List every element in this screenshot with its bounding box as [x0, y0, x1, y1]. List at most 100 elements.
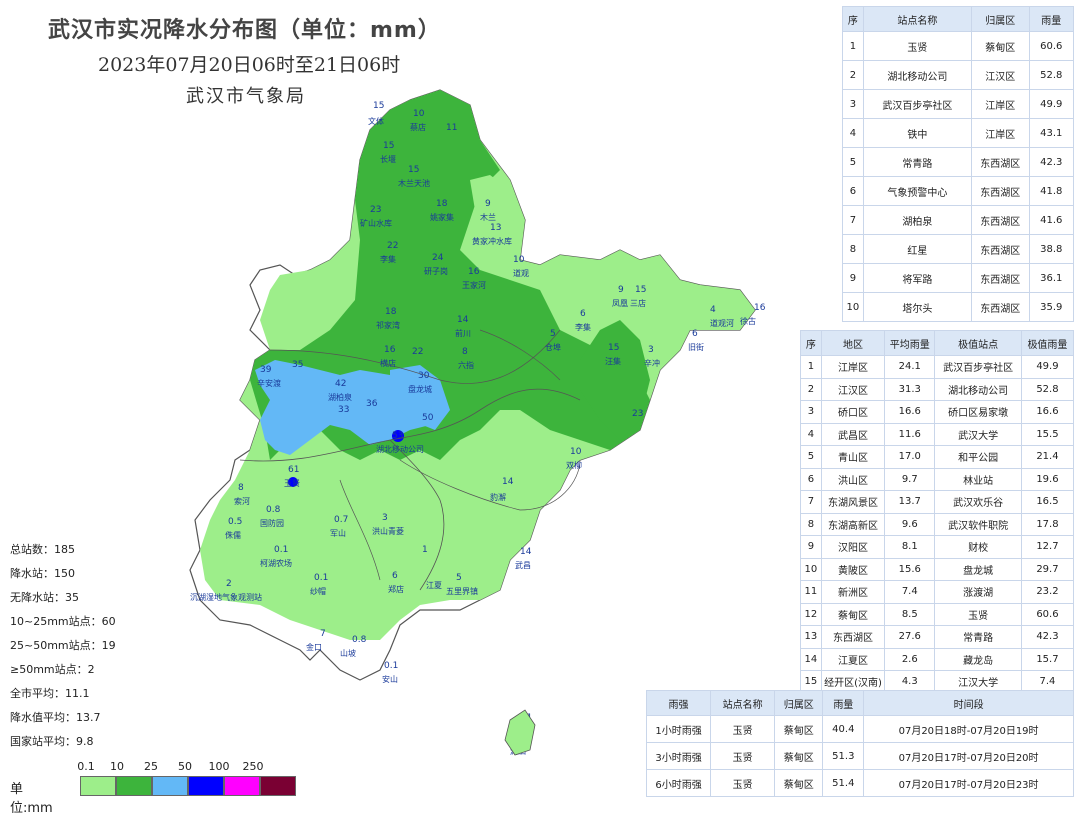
- station-name: 纱帽: [310, 586, 326, 596]
- station-value: 14: [502, 477, 514, 487]
- legend-tick: 0.1: [77, 760, 95, 773]
- table-cell: 9.6: [884, 512, 936, 536]
- table-cell: 35.9: [1028, 292, 1075, 322]
- table-row: 6 洪山区 9.7 林业站 19.6: [800, 467, 1075, 491]
- table-row: 9 汉阳区 8.1 财校 12.7: [800, 535, 1075, 559]
- station-value: 9: [485, 199, 491, 209]
- station-name: 辛冲: [644, 358, 660, 368]
- station-value: 0.7: [334, 515, 348, 525]
- rain-zone-green-north: [250, 90, 650, 460]
- table-cell: 硚口区: [820, 400, 886, 424]
- column-header: 雨强: [645, 690, 712, 716]
- table-row: 10 黄陂区 15.6 盘龙城 29.7: [800, 557, 1075, 581]
- district-boundary: [269, 329, 561, 384]
- table-cell: 41.8: [1028, 176, 1075, 206]
- table-cell: 8: [800, 512, 822, 536]
- map-subtitle: 2023年07月20日06时至21日06时: [98, 54, 401, 76]
- table-cell: 23.2: [1020, 580, 1075, 604]
- station-name: 江夏: [426, 581, 442, 590]
- table-cell: 涨渡湖: [934, 580, 1022, 604]
- stat-no-rain-stations: 无降水站：35: [10, 591, 79, 604]
- station-value: 0.8: [352, 635, 367, 645]
- table-cell: 40.4: [822, 715, 865, 743]
- table-cell: 8.1: [884, 535, 936, 559]
- station-value: 8: [238, 483, 244, 493]
- station-name: 研子岗: [424, 267, 448, 276]
- column-header: 平均雨量: [884, 330, 936, 356]
- table-cell: 16.6: [884, 400, 936, 424]
- station-name: 武昌: [515, 560, 531, 570]
- table-cell: 13: [800, 625, 822, 649]
- station-name: 山坡: [340, 648, 356, 658]
- legend-ticks: 0.1 10 25 50 100 250: [77, 760, 300, 774]
- station-value: 24: [432, 253, 444, 263]
- table-cell: 武汉百步亭社区: [934, 355, 1022, 379]
- table-cell: 41.6: [1028, 205, 1075, 235]
- table-cell: 14: [800, 647, 822, 671]
- table-cell: 42.3: [1028, 147, 1075, 177]
- legend-swatch: [116, 776, 152, 796]
- district-boundary: [339, 479, 381, 581]
- station-value: 16: [384, 345, 396, 355]
- column-header: 序: [842, 6, 864, 32]
- table-cell: 6小时雨强: [645, 769, 712, 797]
- table-row: 5 青山区 17.0 和平公园 21.4: [800, 445, 1075, 469]
- table-cell: 1: [842, 31, 864, 61]
- station-name: 六指: [458, 360, 474, 370]
- table-cell: 51.3: [822, 742, 865, 770]
- legend-swatch: [260, 776, 296, 796]
- table-cell: 36.1: [1028, 263, 1075, 293]
- table-row: 12 蔡甸区 8.5 玉贤 60.6: [800, 602, 1075, 626]
- station-value: 61: [288, 465, 299, 475]
- station-name: 仓埠: [545, 342, 561, 352]
- table-cell: 52.8: [1028, 60, 1075, 90]
- table-cell: 51.4: [822, 769, 865, 797]
- station-name: 侏儒: [225, 530, 241, 540]
- station-ranking-table: 序站点名称 归属区 雨量 1 玉贤 蔡甸区 60.6 2 湖北移动公司 江汉区 52.8 3 武汉百步亭…: [842, 6, 1075, 322]
- table-row: 14 江夏区 2.6 藏龙岛 15.7: [800, 647, 1075, 671]
- legend-swatch: [224, 776, 260, 796]
- station-value: 15: [373, 101, 384, 111]
- table-cell: 东湖高新区: [820, 512, 886, 536]
- station-value: 6: [392, 571, 398, 581]
- legend-swatch: [188, 776, 224, 796]
- table-cell: 19.6: [1020, 467, 1075, 491]
- table-row: 15 经开区(汉南) 4.3 江汉大学 7.4: [800, 670, 1075, 694]
- station-value: 53: [392, 431, 403, 441]
- table-cell: 2: [842, 60, 864, 90]
- table-header-row: 雨强 站点名称 归属区 雨量 时间段: [645, 690, 1074, 716]
- station-value: 42: [335, 379, 346, 389]
- table-cell: 11.6: [884, 422, 936, 446]
- table-cell: 17.0: [884, 445, 936, 469]
- table-cell: 玉贤: [710, 715, 776, 743]
- rainfall-map: 15 文体 10 蔡店 11 15 长堰 15 木兰天池 9 木兰 23 矿山水…: [189, 89, 766, 756]
- table-row: 6 气象预警中心 东西湖区 41.8: [842, 176, 1075, 206]
- station-value: 23: [632, 409, 643, 419]
- table-cell: 8.5: [884, 602, 936, 626]
- station-value: 0.1: [384, 661, 398, 671]
- table-cell: 新洲区: [820, 580, 886, 604]
- table-cell: 15.5: [1020, 422, 1075, 446]
- station-name: 郑店: [388, 584, 404, 594]
- table-row: 11 新洲区 7.4 涨渡湖 23.2: [800, 580, 1075, 604]
- table-cell: 东西湖区: [970, 147, 1030, 177]
- table-cell: 2.6: [884, 647, 936, 671]
- river: [239, 388, 581, 462]
- table-cell: 硚口区易家墩: [934, 400, 1022, 424]
- station-name: 黄家冲水库: [472, 236, 512, 246]
- rain-intensity-table: 雨强 站点名称 归属区 雨量 时间段 1小时雨强 玉贤 蔡甸区 40.4 07月20日18时-07…: [645, 690, 1074, 797]
- table-cell: 红星: [862, 234, 972, 264]
- station-name: 安山: [382, 674, 398, 684]
- table-cell: 东西湖区: [820, 625, 886, 649]
- table-row: 1 江岸区 24.1 武汉百步亭社区 49.9: [800, 355, 1075, 379]
- station-name: 凤凰: [612, 299, 628, 308]
- map-title: 武汉市实况降水分布图（单位：mm）: [48, 18, 441, 43]
- station-value: 6: [580, 309, 586, 319]
- table-cell: 7: [800, 490, 822, 514]
- table-cell: 5: [800, 445, 822, 469]
- table-header-row: 序站点名称 归属区 雨量: [842, 6, 1075, 32]
- station-name: 三店: [630, 298, 646, 308]
- table-cell: 常青路: [862, 147, 972, 177]
- station-name: 道观河: [710, 318, 734, 328]
- station-value: 15: [408, 165, 419, 175]
